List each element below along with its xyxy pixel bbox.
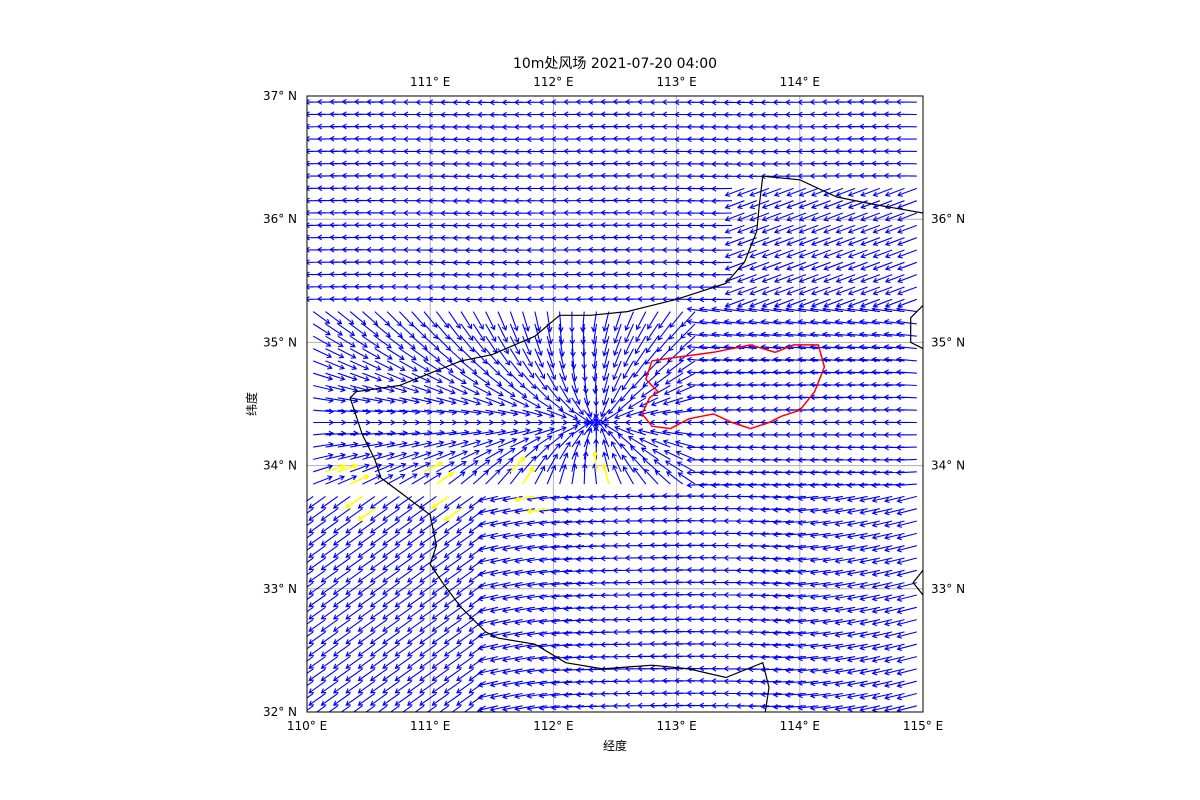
x-tick-label-bottom: 112° E (533, 719, 573, 733)
y-tick-label-left: 33° N (263, 582, 297, 596)
y-tick-label-left: 34° N (263, 459, 297, 473)
y-tick-label-right: 34° N (931, 459, 965, 473)
grid-lines (307, 96, 923, 712)
x-tick-label-bottom: 113° E (656, 719, 696, 733)
y-tick-label-right: 35° N (931, 335, 965, 349)
x-tick-label-top: 113° E (656, 75, 696, 89)
x-tick-label-top: 111° E (410, 75, 450, 89)
y-axis-label: 纬度 (244, 392, 259, 416)
y-tick-label-right: 36° N (931, 212, 965, 226)
map-frame (306, 95, 924, 713)
axis-tick-labels: 110° E 111° E 112° E 113° E 114° E 115° E 111°… (263, 75, 965, 733)
x-tick-label-bottom: 114° E (780, 719, 820, 733)
y-tick-label-right: 33° N (931, 582, 965, 596)
wind-arrows (307, 98, 917, 712)
y-tick-label-left: 35° N (263, 335, 297, 349)
x-axis-label: 经度 (603, 738, 627, 753)
region-outline (641, 344, 826, 430)
boundary-west-segment (349, 176, 770, 712)
x-tick-label-top: 112° E (533, 75, 573, 89)
wind-arrows-yellow (325, 450, 610, 522)
x-tick-label-bottom: 110° E (287, 719, 327, 733)
y-tick-label-left: 37° N (263, 89, 297, 103)
y-tick-label-left: 36° N (263, 212, 297, 226)
boundary-north-segment (762, 175, 923, 214)
x-tick-label-bottom: 115° E (903, 719, 943, 733)
x-tick-label-bottom: 111° E (410, 719, 450, 733)
wind-arrows-blue (307, 98, 917, 712)
province-boundary (349, 175, 923, 712)
boundary-east-segment (912, 569, 923, 596)
boundary-east-segment (910, 304, 923, 350)
y-tick-label-left: 32° N (263, 705, 297, 719)
x-tick-label-top: 114° E (780, 75, 820, 89)
chart-title: 10m处风场 2021-07-20 04:00 (513, 56, 717, 72)
highlighted-region-boundary (641, 344, 826, 430)
